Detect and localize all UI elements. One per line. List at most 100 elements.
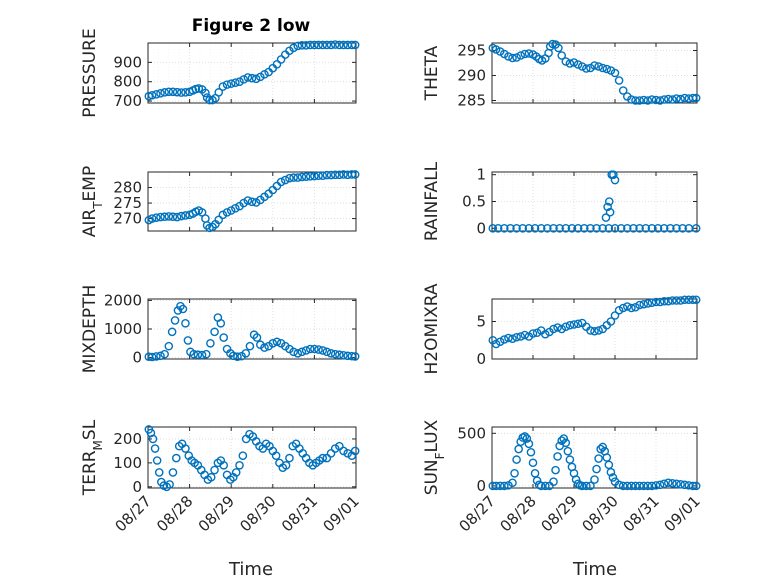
- y-tick-label: 100: [113, 454, 142, 472]
- data-point: [272, 337, 282, 347]
- data-point: [168, 212, 178, 222]
- data-point: [251, 198, 261, 207]
- data-point: [635, 224, 644, 233]
- data-point: [627, 481, 636, 491]
- data-point: [512, 332, 521, 342]
- data-point: [688, 481, 698, 491]
- data-point: [252, 333, 262, 342]
- data-point: [160, 349, 169, 359]
- data-point: [592, 224, 601, 233]
- data-point: [602, 453, 612, 462]
- y-axis-label: RAINFALL: [422, 161, 442, 241]
- data-point: [557, 324, 567, 334]
- data-point: [206, 472, 216, 482]
- axes-box: [147, 171, 357, 232]
- data-point: [643, 481, 653, 491]
- data-point: [193, 350, 203, 360]
- data-point: [164, 341, 174, 351]
- y-tick-label: 500: [457, 424, 486, 442]
- data-point: [201, 88, 210, 98]
- data-point: [152, 89, 161, 99]
- data-point: [512, 53, 521, 62]
- data-point: [205, 95, 214, 105]
- data-point: [631, 96, 640, 105]
- y-tick-label: 270: [113, 210, 142, 228]
- data-point: [326, 449, 336, 458]
- data-point: [668, 95, 677, 104]
- data-point: [573, 479, 583, 489]
- data-point: [350, 446, 360, 456]
- data-point: [228, 351, 238, 361]
- data-point: [181, 88, 190, 97]
- data-point: [495, 337, 505, 347]
- data-point: [322, 347, 332, 357]
- data-point: [614, 480, 624, 490]
- data-point: [516, 51, 526, 60]
- data-point: [235, 460, 244, 470]
- data-point: [604, 460, 614, 470]
- data-point: [152, 213, 161, 222]
- data-point: [512, 455, 521, 464]
- data-point: [178, 304, 188, 314]
- data-point: [326, 348, 336, 358]
- y-tick-label: 1000: [104, 320, 142, 338]
- data-point: [629, 224, 638, 233]
- data-point: [218, 82, 228, 91]
- data-point: [150, 444, 160, 453]
- data-point: [688, 93, 698, 103]
- data-point: [553, 452, 562, 461]
- data-point: [573, 60, 583, 69]
- data-point: [233, 352, 242, 362]
- data-point: [651, 297, 661, 307]
- data-point: [231, 78, 240, 87]
- data-point: [222, 80, 232, 89]
- data-point: [499, 224, 509, 233]
- data-point: [518, 224, 528, 233]
- data-point: [643, 299, 653, 308]
- y-tick-label: 900: [113, 53, 142, 71]
- data-point: [491, 45, 501, 54]
- data-point: [651, 95, 661, 105]
- data-point: [285, 453, 294, 463]
- data-point: [676, 480, 685, 489]
- data-point: [339, 40, 348, 50]
- y-tick-label: 2000: [104, 291, 142, 309]
- data-point: [214, 88, 224, 97]
- data-point: [165, 480, 174, 489]
- y-tick-label: 290: [457, 67, 486, 85]
- data-point: [271, 451, 281, 461]
- data-point: [197, 350, 207, 360]
- axes-box: [147, 42, 357, 104]
- data-point: [541, 481, 550, 491]
- axes-box: [147, 426, 357, 489]
- y-tick-label: 280: [113, 179, 142, 197]
- data-point: [551, 465, 560, 475]
- data-point: [631, 302, 640, 312]
- data-point: [655, 480, 665, 490]
- data-point: [189, 349, 199, 359]
- data-point: [577, 62, 587, 71]
- data-point: [318, 40, 328, 50]
- data-point: [222, 208, 232, 217]
- data-point: [610, 175, 620, 185]
- data-point: [647, 481, 657, 491]
- data-point: [493, 224, 503, 233]
- data-point: [641, 224, 651, 233]
- data-point: [326, 170, 336, 180]
- data-point: [618, 303, 628, 313]
- data-point: [592, 464, 601, 474]
- data-point: [202, 221, 212, 230]
- data-point: [526, 447, 536, 457]
- data-point: [594, 454, 603, 463]
- data-point: [565, 455, 575, 464]
- data-point: [214, 215, 224, 225]
- data-point: [281, 460, 291, 470]
- data-point: [516, 332, 526, 341]
- data-point: [245, 341, 255, 351]
- data-point: [330, 444, 340, 453]
